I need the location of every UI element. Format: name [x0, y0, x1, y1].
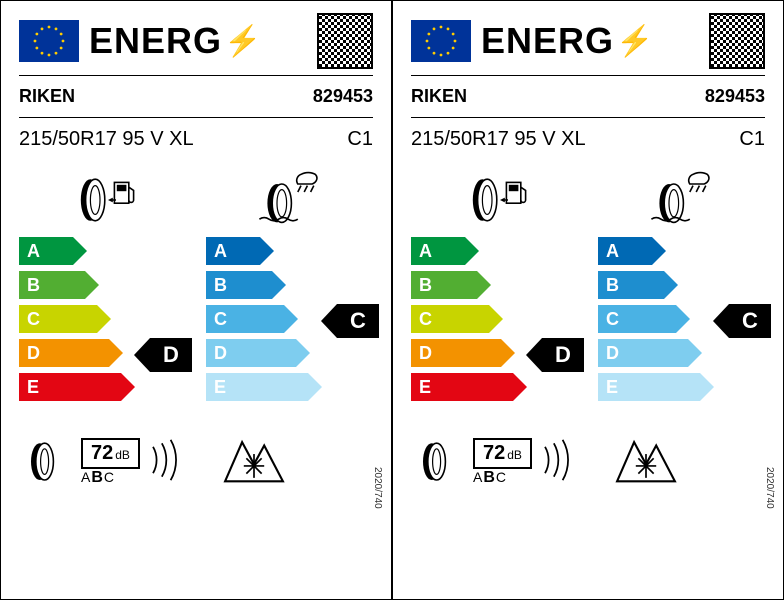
- energy-title: ENERG⚡: [481, 20, 699, 62]
- regulation-text: 2020/740: [372, 467, 383, 509]
- noise-unit: dB: [507, 448, 522, 462]
- sound-waves-icon: [538, 438, 582, 487]
- eu-flag: [19, 20, 79, 62]
- sound-waves-icon: [146, 438, 190, 487]
- brand-name: RIKEN: [411, 86, 467, 107]
- noise-section: 72 dB ABC: [19, 434, 190, 491]
- fuel-efficiency-icon: [68, 165, 148, 232]
- snow-grip-icon: [220, 430, 288, 495]
- qr-code: [709, 13, 765, 69]
- wet-grip-icon: [637, 165, 717, 232]
- regulation-text: 2020/740: [764, 467, 775, 509]
- rating-pointer: C: [729, 304, 771, 338]
- tire-class: C1: [739, 128, 765, 151]
- article-number: 829453: [705, 86, 765, 107]
- rating-pointer: C: [337, 304, 379, 338]
- tire-noise-icon: [19, 434, 75, 491]
- noise-classes: ABC: [81, 469, 140, 487]
- rating-pointer: D: [150, 338, 192, 372]
- noise-section: 72 dB ABC: [411, 434, 582, 491]
- article-number: 829453: [313, 86, 373, 107]
- eu-flag: [411, 20, 471, 62]
- wet-grip-icon: [245, 165, 325, 232]
- noise-value: 72: [483, 442, 505, 465]
- qr-code: [317, 13, 373, 69]
- fuel-efficiency-icon: [460, 165, 540, 232]
- brand-name: RIKEN: [19, 86, 75, 107]
- tire-class: C1: [347, 128, 373, 151]
- noise-classes: ABC: [473, 469, 532, 487]
- energy-title: ENERG⚡: [89, 20, 307, 62]
- tire-spec: 215/50R17 95 V XL: [411, 128, 586, 151]
- snow-grip-icon: [612, 430, 680, 495]
- noise-value: 72: [91, 442, 113, 465]
- tire-spec: 215/50R17 95 V XL: [19, 128, 194, 151]
- tire-noise-icon: [411, 434, 467, 491]
- noise-unit: dB: [115, 448, 130, 462]
- rating-pointer: D: [542, 338, 584, 372]
